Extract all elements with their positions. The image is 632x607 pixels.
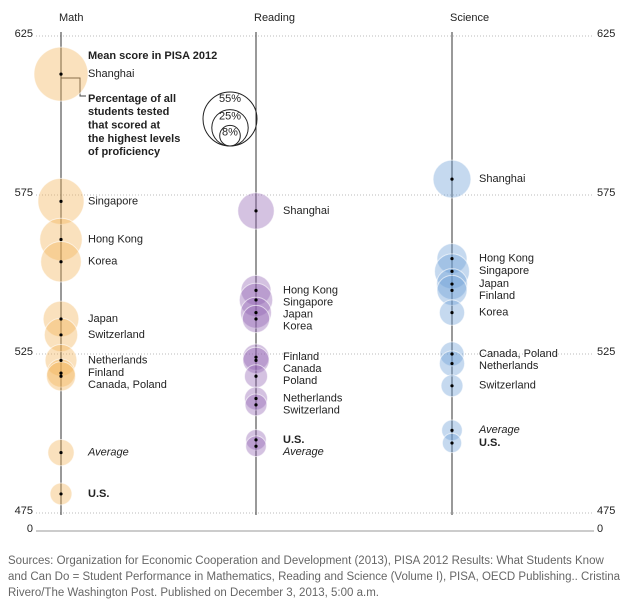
point-label: Korea [283,320,313,332]
point [450,288,454,292]
point-label: Average [478,424,520,436]
point [254,311,258,315]
point-label: Japan [479,278,509,290]
point [59,374,63,378]
point-label: Switzerland [283,404,340,416]
point-label: Finland [479,290,515,302]
point-label: Switzerland [88,329,145,341]
point-label: Canada [283,363,322,375]
point-label: U.S. [479,437,500,449]
point-label: Korea [479,307,509,319]
point-label: Average [87,446,129,458]
point [59,237,63,242]
panel-title: Reading [254,12,295,24]
point [254,403,258,407]
point [450,384,454,388]
point-label: Average [282,446,324,458]
point [450,441,454,445]
legend-size-label: 8% [222,126,238,138]
point-label: Hong Kong [88,233,143,245]
y-tick-label-right: 0 [597,523,603,535]
point-label: Canada, Poland [479,348,558,360]
y-tick-label: 525 [15,346,33,358]
panel-title: Math [59,12,83,24]
point-label: Hong Kong [283,284,338,296]
point [254,209,258,213]
point [59,450,63,455]
point [254,438,258,442]
chart: 0 0 475 475 525 525 575 575 625 625 Math Shanghai Si… [15,12,616,535]
point [59,333,63,337]
y-tick-label-right: 625 [597,28,615,40]
point [59,260,63,264]
point [59,358,63,362]
legend-size-title: the highest levels [88,133,180,145]
point-label: Hong Kong [479,253,534,265]
legend-size-label: 55% [219,93,241,105]
point-label: Finland [283,351,319,363]
legend-size-title: of proficiency [88,146,161,158]
point [450,311,454,315]
legend-bracket [61,77,86,97]
point [254,355,258,359]
point-label: Netherlands [283,392,343,404]
y-tick-label-right: 575 [597,187,615,199]
point-label: Netherlands [88,354,148,366]
point [254,374,258,378]
source: Sources: Organization for Economic Coope… [8,555,621,599]
y-tick-label-right: 525 [597,346,615,358]
point-label: Korea [88,256,118,268]
point [254,317,258,321]
legend-size-label: 25% [219,110,241,122]
panel-title: Science [450,12,489,24]
point [254,358,258,362]
point [450,361,454,366]
point-label: Switzerland [479,380,536,392]
point [450,282,454,286]
point [254,298,258,302]
point-label: Japan [88,313,118,325]
y-tick-label-right: 475 [597,505,615,517]
point-label: Singapore [283,296,333,308]
legend-mean-label: Mean score in PISA 2012 [88,50,217,62]
legend-size-title: Percentage of all [88,93,176,105]
legend-circle [219,124,241,147]
point-label: Netherlands [479,360,539,372]
point [59,72,63,76]
point [450,428,454,432]
point [254,444,258,448]
point-label: Shanghai [283,205,330,217]
y-tick-label: 0 [27,523,33,535]
point-label: Shanghai [88,68,135,80]
point [59,199,63,203]
point-label: Japan [283,308,313,320]
point [450,257,454,261]
point-label: U.S. [88,488,109,500]
y-tick-label: 625 [15,28,33,40]
y-tick-label: 575 [15,187,33,199]
point-label: Singapore [479,265,529,277]
point-label: Finland [88,367,124,379]
point [450,177,454,181]
point [254,288,258,292]
point [59,492,63,496]
legend-size-title: students tested [88,106,169,118]
point [450,269,454,273]
point-label: U.S. [283,434,304,446]
point [59,371,63,375]
point [59,317,63,321]
legend-size-title: that scored at [88,120,160,132]
point [450,352,454,356]
point-label: Shanghai [479,173,526,185]
y-tick-label: 475 [15,505,33,517]
point-label: Canada, Poland [88,379,167,391]
point-label: Poland [283,375,317,387]
point-label: Singapore [88,195,138,207]
point [254,396,258,401]
